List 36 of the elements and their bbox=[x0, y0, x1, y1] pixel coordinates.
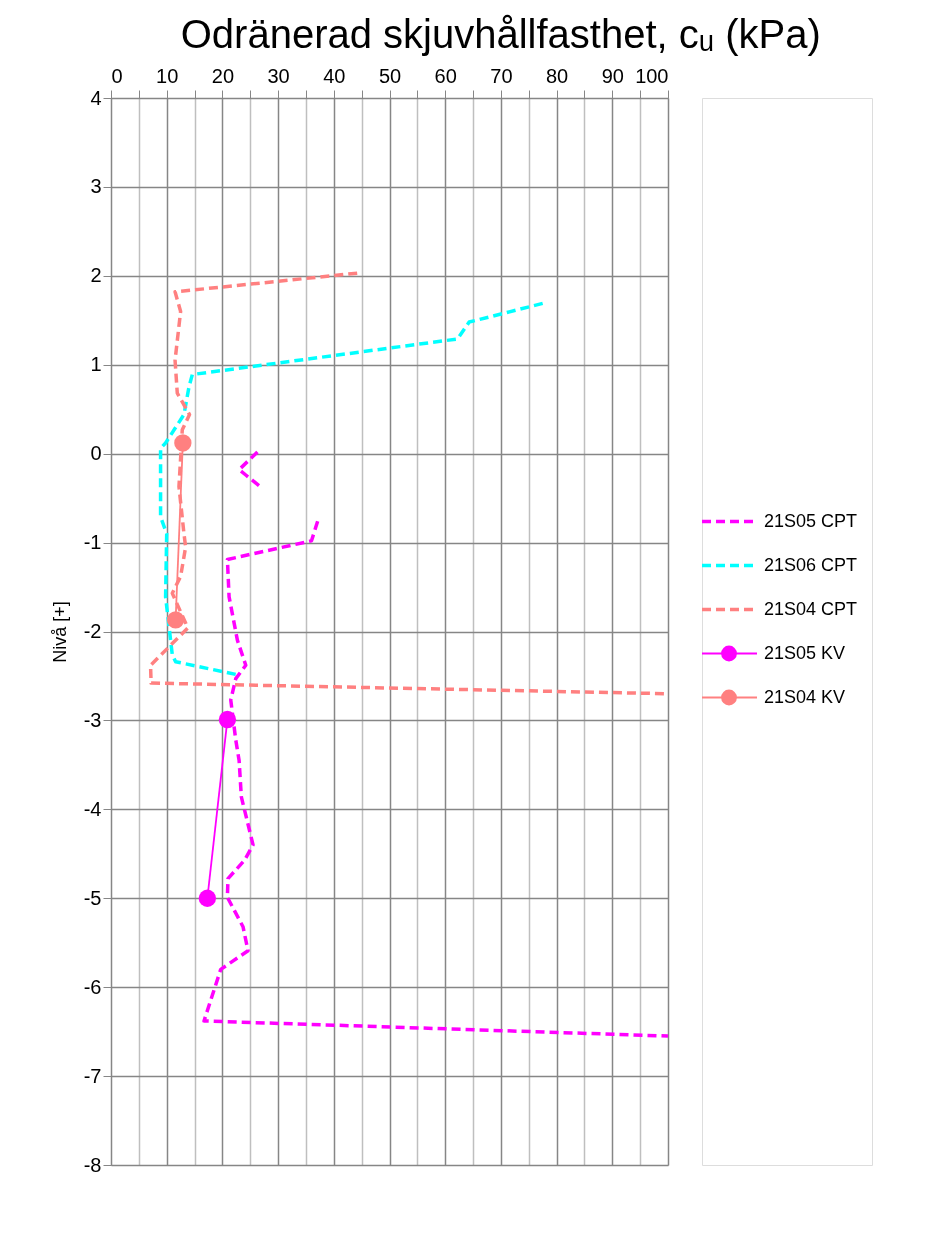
point bbox=[166, 611, 185, 629]
y-axis-title: Nivå [+] bbox=[49, 601, 70, 663]
legend-label: 21S04 KV bbox=[764, 686, 846, 707]
chart-title: Odränerad skjuvhållfasthet, cᵤ (kPa) bbox=[180, 11, 821, 56]
legend-label: 21S05 KV bbox=[764, 642, 846, 663]
y-tick-label: 1 bbox=[90, 353, 102, 376]
x-tick-label: 40 bbox=[323, 64, 346, 87]
x-tick-label: 70 bbox=[490, 64, 513, 87]
y-tick-label: 4 bbox=[90, 86, 102, 109]
y-tick-label: -6 bbox=[83, 975, 102, 998]
legend-label: 21S05 CPT bbox=[764, 510, 858, 531]
x-tick-label: 90 bbox=[601, 64, 624, 87]
y-tick-label: 3 bbox=[90, 175, 102, 198]
y-tick-label: -4 bbox=[83, 797, 102, 820]
y-tick-label: -3 bbox=[83, 708, 102, 731]
legend-label: 21S06 CPT bbox=[764, 554, 858, 575]
point bbox=[174, 434, 192, 452]
y-tick-label: -1 bbox=[83, 531, 102, 554]
point bbox=[218, 710, 237, 729]
x-tick-label: 30 bbox=[267, 64, 290, 87]
x-tick-label: 10 bbox=[156, 64, 179, 87]
y-tick-label: -2 bbox=[83, 620, 102, 642]
x-tick-label: 20 bbox=[211, 64, 235, 87]
x-tick-label: 0 bbox=[111, 64, 123, 87]
x-tick-label: 60 bbox=[434, 64, 457, 87]
legend-label: 21S04 CPT bbox=[764, 598, 858, 619]
y-tick-label: 0 bbox=[90, 442, 102, 465]
x-tick-label: 100 bbox=[635, 64, 669, 87]
y-tick-label: 2 bbox=[90, 264, 102, 287]
x-tick-label: 50 bbox=[378, 64, 402, 87]
line-series bbox=[158, 301, 545, 677]
y-tick-label: -7 bbox=[83, 1064, 102, 1087]
x-tick-label: 80 bbox=[545, 64, 569, 87]
y-tick-label: -5 bbox=[83, 886, 102, 909]
point bbox=[198, 889, 217, 907]
y-tick-label: -8 bbox=[83, 1153, 102, 1176]
